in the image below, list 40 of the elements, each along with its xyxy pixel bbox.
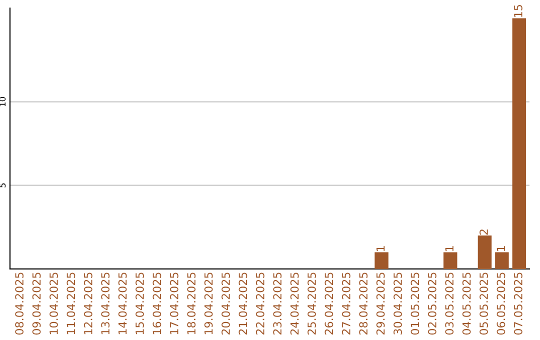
x-tick-label: 11.04.2025 <box>66 272 76 334</box>
bar <box>495 252 509 269</box>
x-tick-label: 03.05.2025 <box>445 272 454 335</box>
x-tick-label: 04.05.2025 <box>462 272 471 335</box>
x-tick-label: 24.04.2025 <box>290 272 299 335</box>
data-label: 1 <box>445 246 454 252</box>
data-label: 1 <box>496 246 506 252</box>
data-label: 1 <box>376 246 385 252</box>
x-tick-label: 19.04.2025 <box>204 272 213 334</box>
x-tick-label: 09.04.2025 <box>32 272 41 335</box>
x-tick-label: 25.04.2025 <box>308 272 316 335</box>
data-label: 2 <box>480 230 488 235</box>
x-tick-label: 01.05.2025 <box>410 272 420 335</box>
x-tick-label: 22.04.2025 <box>256 272 264 335</box>
x-tick-label: 02.05.2025 <box>428 272 436 335</box>
x-tick-label: 20.04.2025 <box>222 272 230 335</box>
x-tick-label: 29.04.2025 <box>376 272 385 335</box>
x-tick-label: 05.05.2025 <box>480 272 488 335</box>
x-tick-label: 07.05.2025 <box>514 272 522 335</box>
bar <box>374 252 388 269</box>
x-tick-label: 06.05.2025 <box>496 272 506 335</box>
x-tick-label: 30.04.2025 <box>394 272 402 334</box>
x-tick-label: 10.04.2025 <box>50 272 58 334</box>
x-tick-label: 16.04.2025 <box>152 272 162 334</box>
x-tick-label: 14.04.2025 <box>118 272 127 334</box>
x-tick-label: 27.04.2025 <box>342 272 350 335</box>
data-label: 15 <box>514 5 522 17</box>
x-tick-label: 26.04.2025 <box>324 272 334 335</box>
x-tick-label: 23.04.2025 <box>273 272 282 335</box>
x-tick-label: 28.04.2025 <box>359 272 368 335</box>
x-tick-label: 17.04.2025 <box>170 272 178 334</box>
x-tick-label: 13.04.2025 <box>101 272 110 334</box>
x-tick-label: 12.04.2025 <box>84 272 92 334</box>
x-tick-label: 18.04.2025 <box>187 272 196 334</box>
bar <box>478 236 492 269</box>
bar <box>443 252 458 269</box>
x-tick-label: 21.04.2025 <box>238 272 248 335</box>
x-tick-label: 15.04.2025 <box>136 272 144 334</box>
bar <box>512 18 526 269</box>
x-tick-label: 08.04.2025 <box>15 272 24 335</box>
